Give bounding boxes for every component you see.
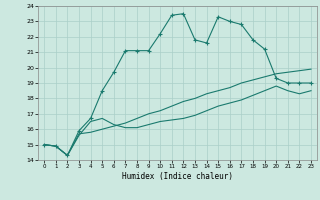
X-axis label: Humidex (Indice chaleur): Humidex (Indice chaleur) — [122, 172, 233, 181]
